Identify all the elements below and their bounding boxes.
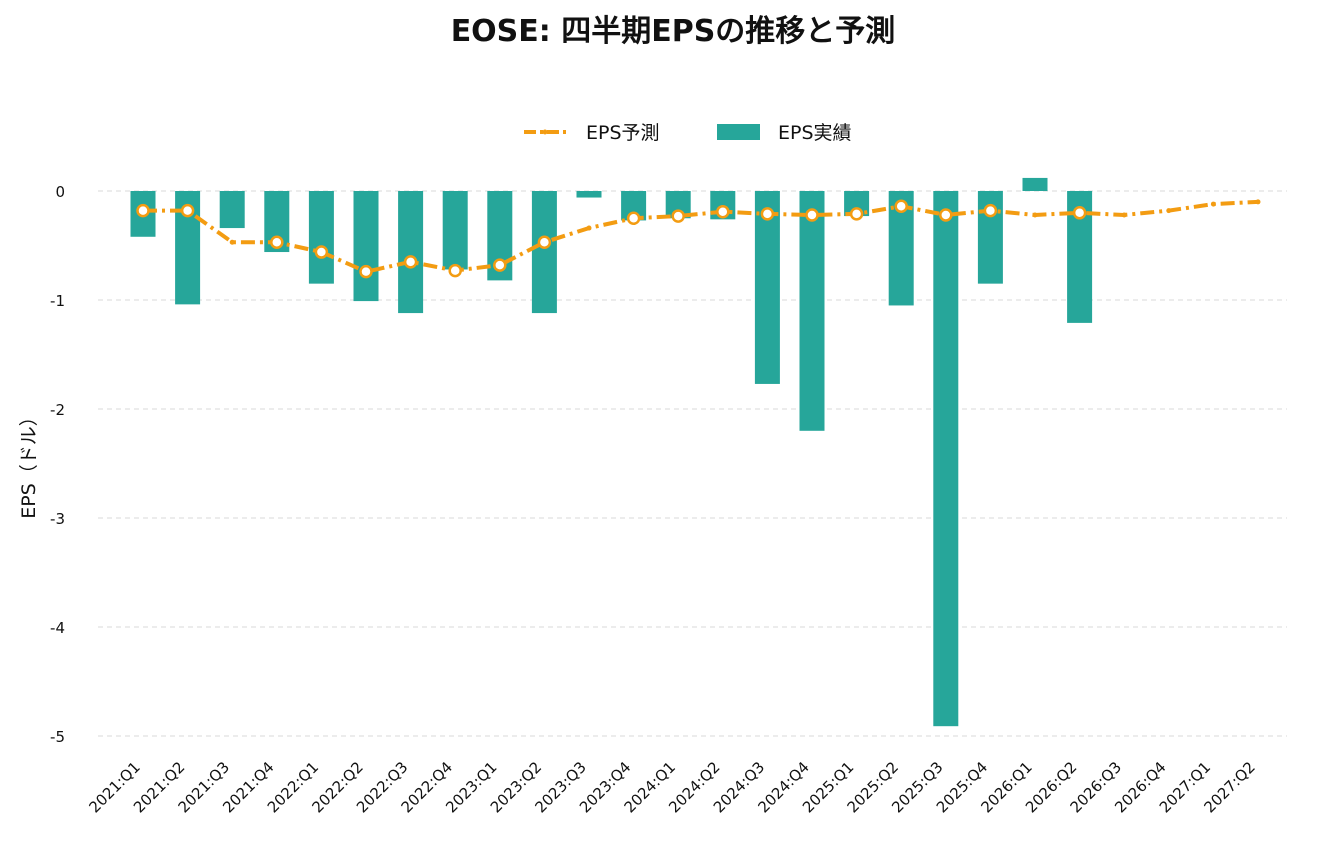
forecast-point (448, 263, 462, 278)
legend-swatch-actual (717, 124, 760, 140)
forecast-point (805, 208, 819, 222)
actual-bar (576, 191, 602, 198)
forecast-point (1072, 206, 1087, 220)
actual-bar (219, 191, 245, 229)
forecast-point (983, 203, 998, 218)
x-axis: 2021:Q12021:Q22021:Q32021:Q42022:Q12022:… (85, 758, 1258, 816)
legend-label-forecast: EPS予測 (586, 122, 660, 144)
actual-bar (1022, 177, 1048, 191)
y-tick-label: -3 (50, 510, 65, 528)
actual-bars (130, 177, 1093, 727)
forecast-line-group (136, 199, 1261, 279)
grid (98, 190, 1287, 737)
legend-swatch-forecast-marker (542, 129, 548, 135)
y-tick-label: -1 (50, 292, 65, 310)
forecast-point (760, 207, 775, 221)
forecast-point (537, 235, 552, 249)
y-tick-label: -4 (50, 619, 65, 637)
forecast-point (1210, 201, 1216, 207)
actual-bar (754, 191, 780, 384)
forecast-point (939, 208, 953, 222)
forecast-point (894, 199, 908, 214)
forecast-point (359, 264, 373, 279)
legend-label-actual: EPS実績 (778, 122, 852, 144)
forecast-point (314, 245, 329, 259)
actual-bar (933, 191, 959, 727)
chart-title: EOSE: 四半期EPSの推移と予測 (451, 14, 896, 49)
forecast-point (270, 235, 284, 249)
forecast-point (136, 203, 150, 218)
actual-bar (531, 191, 557, 314)
forecast-point (586, 225, 592, 231)
forecast-point (493, 258, 507, 272)
forecast-point (403, 255, 418, 269)
forecast-point (180, 203, 195, 218)
forecast-line (143, 199, 1259, 274)
forecast-point (1121, 212, 1127, 218)
actual-bar (308, 191, 334, 284)
forecast-point (1255, 199, 1261, 205)
y-tick-label: 0 (55, 183, 65, 201)
forecast-point (671, 209, 685, 223)
forecast-point (229, 239, 235, 245)
actual-bar (799, 191, 825, 431)
forecast-point (626, 211, 641, 225)
forecast-point (716, 204, 730, 219)
forecast-point (1166, 208, 1172, 214)
legend: EPS予測 EPS実績 (524, 122, 852, 144)
forecast-point (1032, 212, 1038, 218)
y-axis-title: EPS（ドル） (18, 407, 40, 519)
y-tick-label: -5 (50, 728, 65, 746)
y-tick-label: -2 (50, 401, 65, 419)
actual-bar (353, 191, 379, 302)
actual-bar (442, 191, 468, 270)
forecast-point (849, 207, 864, 221)
actual-bar (398, 191, 424, 314)
y-axis: 0 -1 -2 -3 -4 -5 (50, 183, 65, 746)
